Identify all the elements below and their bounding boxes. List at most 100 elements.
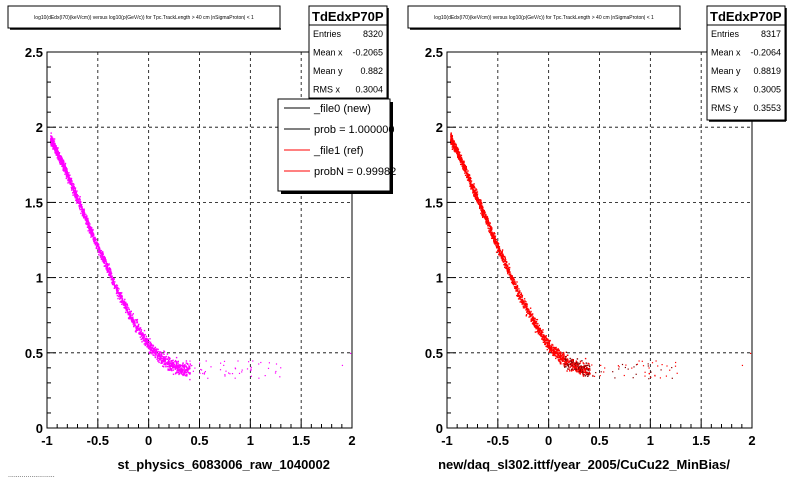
data-point xyxy=(194,367,196,369)
data-point xyxy=(494,238,496,240)
data-point xyxy=(562,360,564,362)
data-point xyxy=(648,378,650,380)
data-point xyxy=(149,346,151,348)
y-tick-label: 1.5 xyxy=(25,195,43,210)
data-point xyxy=(572,364,574,366)
y-tick-label: 2 xyxy=(436,120,443,135)
data-point xyxy=(650,376,652,378)
data-point xyxy=(490,234,492,236)
data-point xyxy=(185,360,188,362)
data-point xyxy=(87,218,89,221)
data-point xyxy=(475,191,477,194)
data-point xyxy=(154,351,156,353)
data-point xyxy=(562,352,565,355)
data-point xyxy=(490,225,492,228)
data-point xyxy=(554,350,556,352)
data-point xyxy=(183,373,185,376)
data-point xyxy=(533,319,535,321)
data-point xyxy=(180,364,183,367)
data-point xyxy=(73,190,75,192)
data-point xyxy=(471,186,473,188)
data-point xyxy=(55,150,57,153)
y-tick-label: 1 xyxy=(36,271,43,286)
data-point xyxy=(523,298,526,300)
data-point xyxy=(564,362,567,365)
x-axis-label: st_physics_6083006_raw_1040002 xyxy=(117,457,330,472)
data-point xyxy=(481,207,483,209)
data-point xyxy=(513,286,516,288)
stats-label: RMS y xyxy=(711,103,739,113)
data-point xyxy=(523,301,525,304)
data-point xyxy=(666,365,668,367)
data-point xyxy=(618,366,620,368)
data-point xyxy=(95,238,97,240)
data-point xyxy=(548,342,551,344)
data-point xyxy=(181,371,183,374)
data-point xyxy=(76,196,78,199)
data-point xyxy=(157,357,159,360)
data-point xyxy=(99,253,102,255)
data-point xyxy=(587,368,590,370)
data-point xyxy=(50,132,52,134)
data-point xyxy=(162,365,164,367)
data-point xyxy=(149,352,151,355)
data-point xyxy=(72,191,75,193)
data-point xyxy=(167,356,170,358)
data-point xyxy=(456,152,458,154)
data-point xyxy=(146,346,148,348)
data-point xyxy=(105,261,108,263)
data-point xyxy=(570,369,573,371)
data-point xyxy=(138,332,140,334)
data-point xyxy=(493,238,495,240)
data-point xyxy=(153,349,156,351)
data-point xyxy=(535,326,537,329)
data-point xyxy=(530,310,532,313)
data-point xyxy=(469,177,471,180)
data-point xyxy=(126,312,129,314)
data-point xyxy=(67,179,69,181)
data-point xyxy=(139,336,141,338)
data-point xyxy=(107,265,109,267)
data-point xyxy=(74,193,76,195)
data-point xyxy=(110,271,112,273)
data-point xyxy=(465,167,467,169)
data-point xyxy=(97,248,99,250)
data-point xyxy=(181,369,183,372)
data-point xyxy=(174,365,177,367)
data-point xyxy=(75,192,77,195)
data-point xyxy=(168,360,170,363)
data-point xyxy=(525,304,527,306)
data-point xyxy=(547,338,549,340)
data-point xyxy=(219,369,222,371)
data-point xyxy=(76,195,78,197)
data-point xyxy=(120,301,122,303)
data-point xyxy=(66,175,69,177)
data-point xyxy=(579,371,582,374)
data-point xyxy=(576,369,578,372)
data-point xyxy=(514,280,516,282)
data-point xyxy=(480,205,483,207)
data-point xyxy=(478,203,481,205)
data-point xyxy=(469,183,471,186)
data-point xyxy=(550,345,553,347)
data-point xyxy=(564,366,566,368)
data-point xyxy=(491,237,494,239)
data-point xyxy=(521,301,523,304)
data-point xyxy=(90,233,92,235)
data-point xyxy=(546,340,548,342)
data-point xyxy=(588,364,590,367)
data-point xyxy=(566,370,568,372)
data-point xyxy=(532,315,534,318)
stats-value: 0.3004 xyxy=(355,85,383,95)
data-point xyxy=(455,146,458,148)
data-point xyxy=(180,367,183,369)
data-point xyxy=(143,329,146,332)
data-point xyxy=(145,339,147,341)
data-point xyxy=(498,251,501,254)
data-point xyxy=(467,176,470,179)
data-point xyxy=(498,254,500,256)
data-point xyxy=(479,207,481,209)
y-tick-label: 0.5 xyxy=(425,346,443,361)
data-point xyxy=(154,352,156,355)
data-point xyxy=(50,136,52,138)
